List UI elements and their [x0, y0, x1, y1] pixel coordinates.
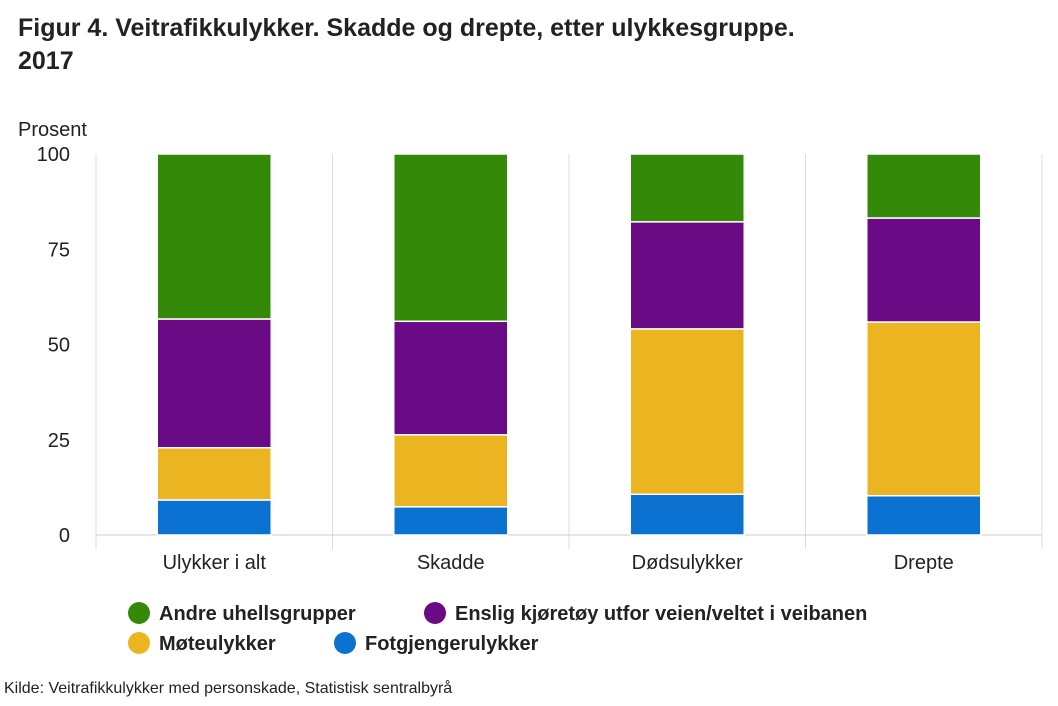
x-tick-label: Drepte — [894, 552, 954, 574]
bar-segment[interactable] — [393, 434, 509, 508]
bar-segment[interactable] — [156, 153, 272, 320]
y-tick-label: 75 — [48, 239, 70, 261]
y-tick-label: 25 — [48, 430, 70, 452]
x-tick-label: Ulykker i alt — [163, 552, 267, 574]
bar-segment[interactable] — [629, 153, 745, 223]
y-axis-label: Prosent — [18, 119, 87, 141]
bar-segment[interactable] — [156, 318, 272, 449]
legend-label: Andre uhellsgrupper — [159, 603, 356, 625]
bar-segment[interactable] — [866, 495, 982, 536]
legend-swatch — [128, 601, 150, 624]
bar-stacks — [156, 153, 982, 536]
legend-item-enslig[interactable]: Enslig kjøretøy utfor veien/veltet i vei… — [424, 601, 868, 626]
bar-segment[interactable] — [866, 217, 982, 323]
x-tick-label: Dødsulykker — [632, 552, 743, 574]
stacked-bar-chart: Prosent 0 25 50 75 100 Ulykker i alt Skadde Dø… — [18, 119, 1043, 574]
legend-item-mote[interactable]: Møteulykker — [128, 631, 276, 656]
source-note: Kilde: Veitrafikkulykker med personskade… — [4, 680, 453, 697]
chart-title-line-2: 2017 — [18, 47, 74, 75]
bar-segment[interactable] — [629, 221, 745, 330]
x-tick-label: Skadde — [417, 552, 485, 574]
legend-swatch — [424, 601, 446, 624]
bar-segment[interactable] — [866, 321, 982, 497]
bar-segment[interactable] — [393, 506, 509, 536]
legend-swatch — [128, 631, 150, 654]
y-tick-label: 50 — [48, 335, 70, 357]
legend-label: Møteulykker — [159, 633, 276, 655]
legend-swatch — [334, 631, 356, 654]
bar-segment[interactable] — [629, 328, 745, 495]
chart-title-line-1: Figur 4. Veitrafikkulykker. Skadde og dr… — [18, 14, 795, 42]
y-tick-label: 100 — [37, 144, 70, 166]
legend-label: Fotgjengerulykker — [365, 633, 539, 655]
bar-segment[interactable] — [866, 153, 982, 219]
legend-label: Enslig kjøretøy utfor veien/veltet i vei… — [455, 603, 868, 625]
bar-segment[interactable] — [629, 493, 745, 536]
legend-item-fotgjenger[interactable]: Fotgjengerulykker — [334, 631, 539, 656]
chart-title: Figur 4. Veitrafikkulykker. Skadde og dr… — [18, 12, 1018, 78]
y-tick-labels: 0 25 50 75 100 — [37, 144, 70, 547]
bar-segment[interactable] — [156, 499, 272, 536]
bar-segment[interactable] — [393, 153, 509, 323]
bar-segment[interactable] — [393, 320, 509, 436]
legend-item-andre[interactable]: Andre uhellsgrupper — [128, 601, 356, 626]
bar-segment[interactable] — [156, 447, 272, 501]
y-tick-label: 0 — [59, 525, 70, 547]
x-tick-labels: Ulykker i alt Skadde Dødsulykker Drepte — [163, 552, 954, 574]
